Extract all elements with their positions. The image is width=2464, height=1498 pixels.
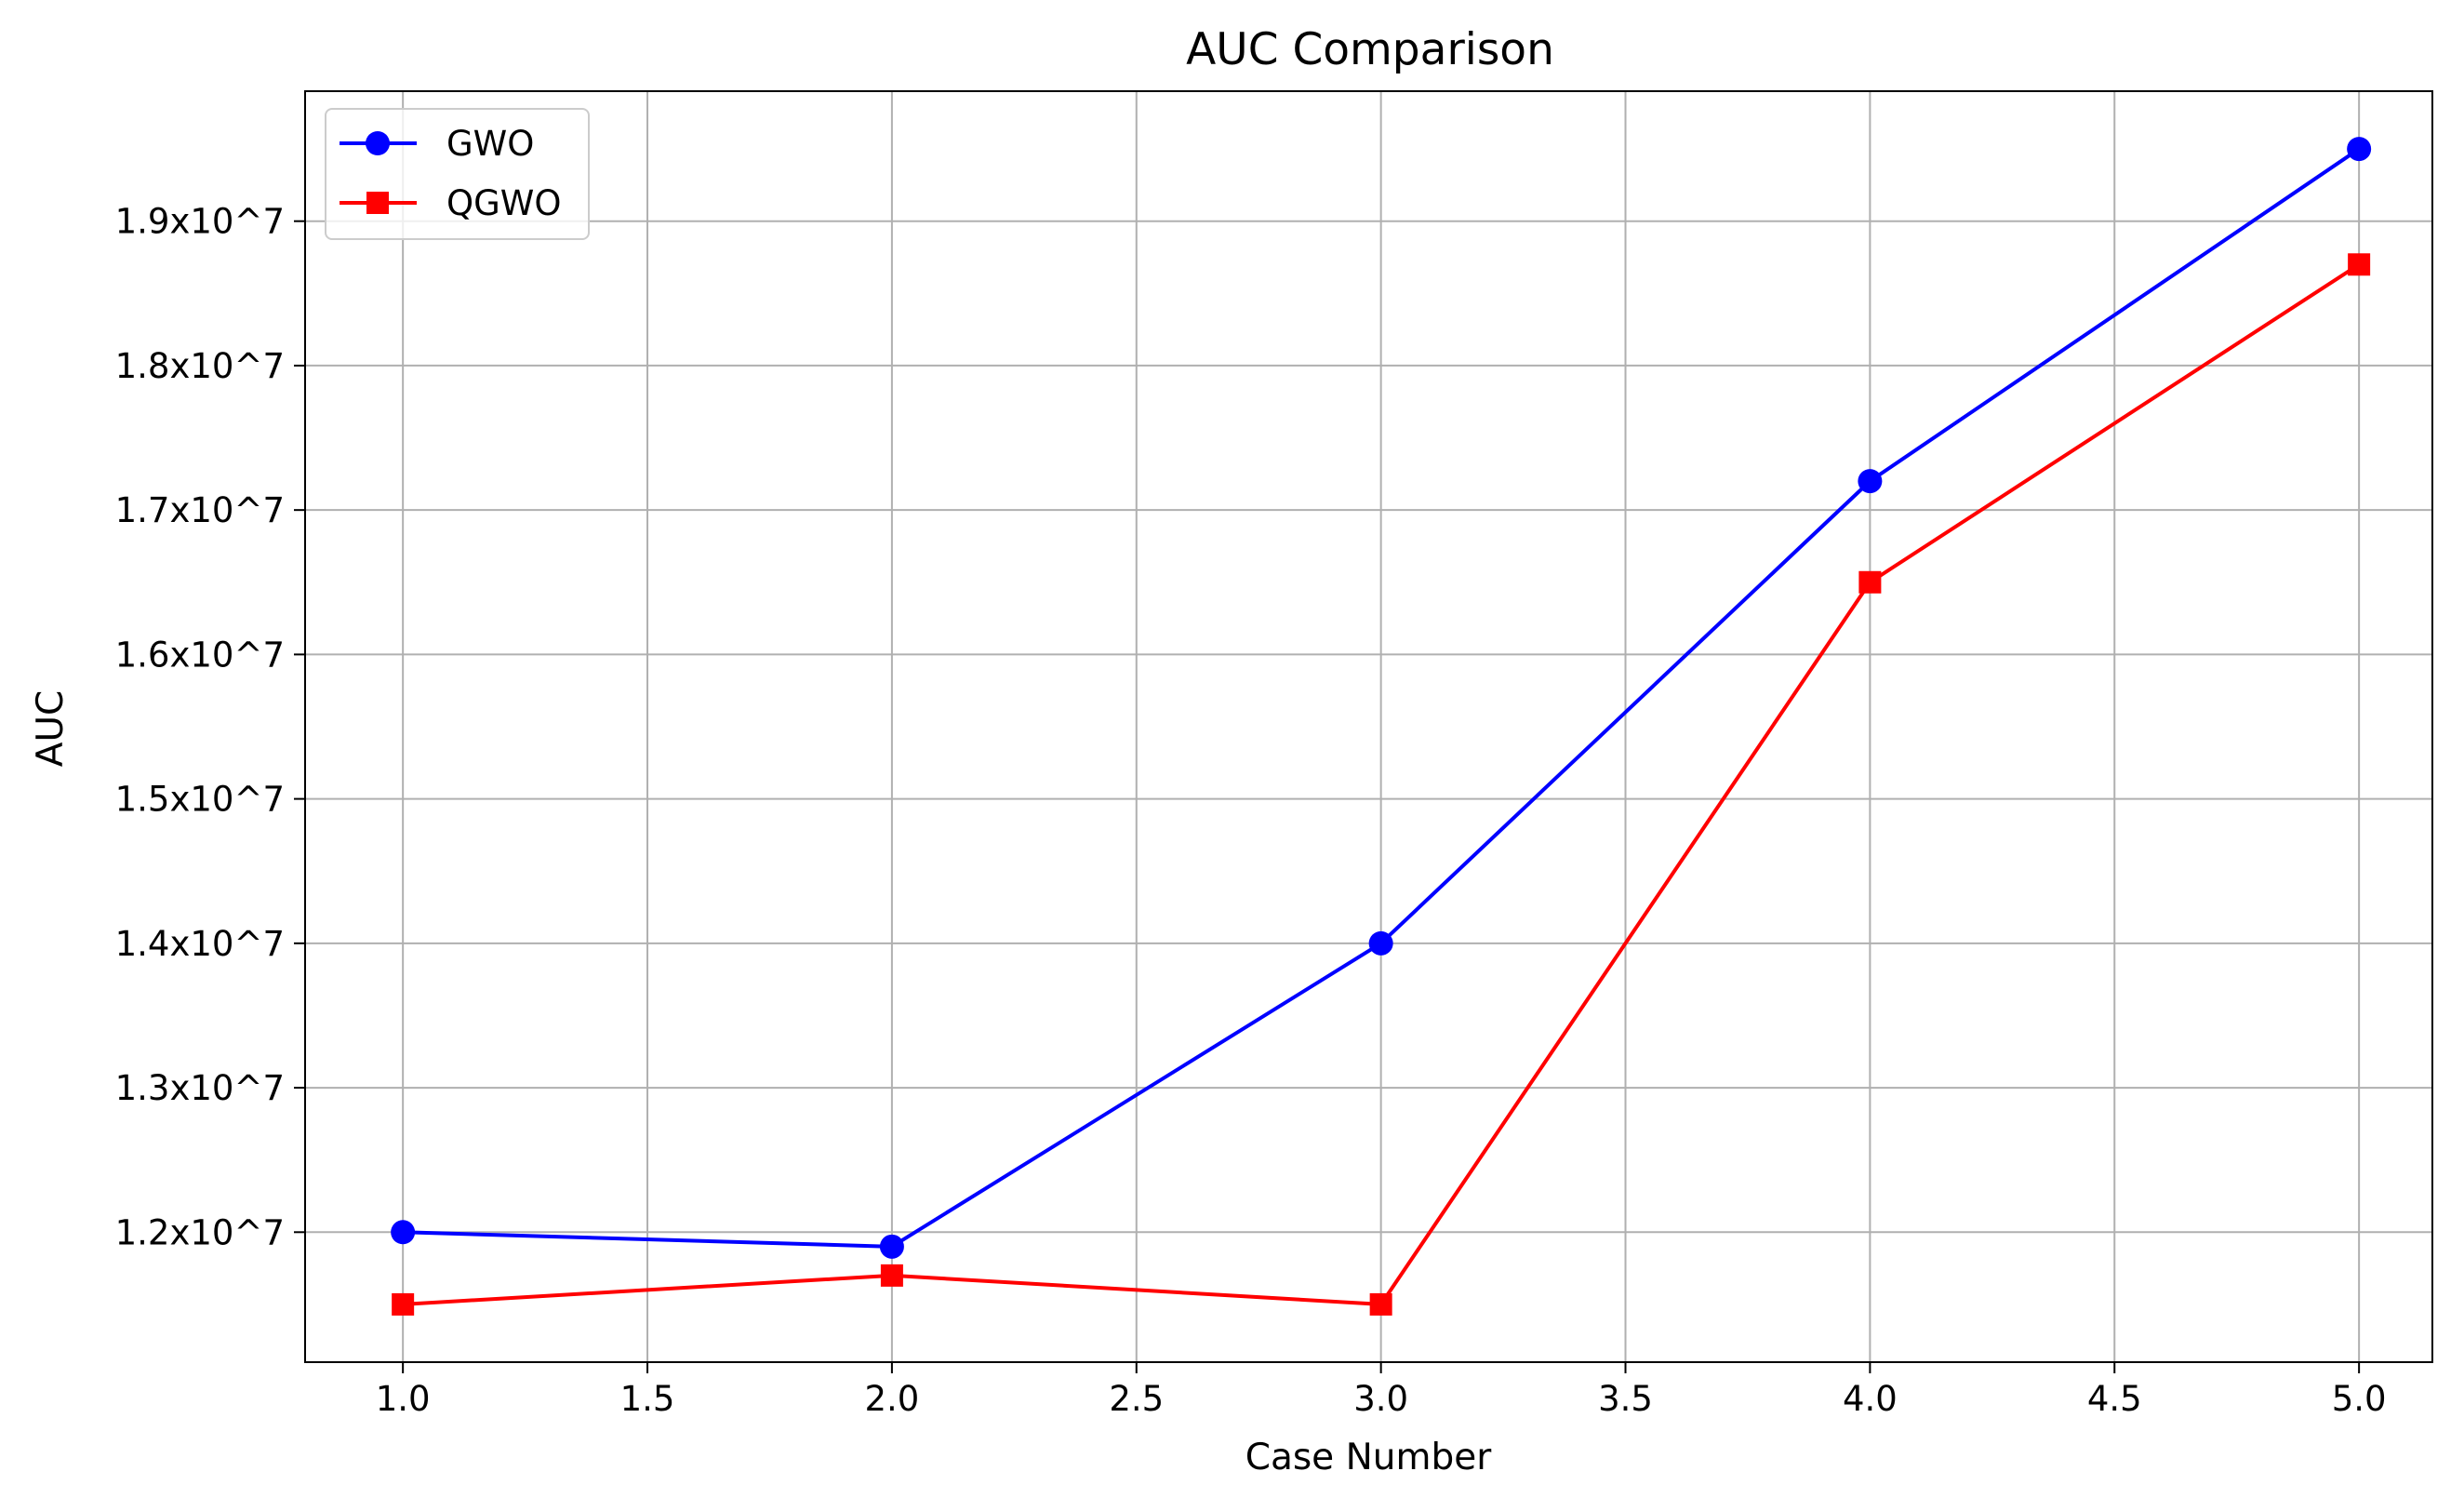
y-tick-label: 1.8x10^7 <box>115 346 285 386</box>
y-tick-label: 1.2x10^7 <box>115 1212 285 1252</box>
legend-label-gwo: GWO <box>446 124 534 164</box>
data-point-gwo <box>879 1234 904 1259</box>
x-tick-label: 1.0 <box>376 1379 431 1419</box>
x-tick-label: 3.5 <box>1598 1379 1653 1419</box>
chart-title: AUC Comparison <box>1186 24 1554 75</box>
y-axis-label: AUC <box>30 690 72 767</box>
data-point-gwo <box>2347 137 2372 162</box>
grid-lines <box>305 91 2432 1362</box>
x-tick-label: 5.0 <box>2332 1379 2387 1419</box>
series-markers <box>391 137 2372 1316</box>
x-axis-label: Case Number <box>1245 1437 1492 1478</box>
x-tick-label: 1.5 <box>620 1379 675 1419</box>
x-tick-label: 4.0 <box>1843 1379 1898 1419</box>
y-tick-label: 1.9x10^7 <box>115 202 285 242</box>
x-tick-label: 2.5 <box>1109 1379 1164 1419</box>
x-tick-label: 2.0 <box>864 1379 919 1419</box>
data-point-qgwo <box>392 1292 415 1316</box>
data-point-qgwo <box>2348 253 2371 276</box>
data-point-gwo <box>1368 930 1393 956</box>
data-point-qgwo <box>880 1264 903 1287</box>
x-tick-label: 4.5 <box>2087 1379 2142 1419</box>
data-point-qgwo <box>1858 570 1882 594</box>
legend-marker-qgwo <box>366 192 389 214</box>
data-point-gwo <box>1858 469 1883 494</box>
y-tick-label: 1.7x10^7 <box>115 490 285 530</box>
x-tick-label: 3.0 <box>1353 1379 1408 1419</box>
data-point-qgwo <box>1369 1292 1392 1316</box>
legend-marker-gwo <box>366 131 390 155</box>
x-axis-ticks: 1.0 1.5 2.0 2.5 3.0 3.5 4.0 4.5 5.0 <box>376 1362 2387 1419</box>
plot-frame <box>304 90 2433 1363</box>
data-point-gwo <box>391 1220 416 1245</box>
y-tick-label: 1.6x10^7 <box>115 635 285 675</box>
y-tick-label: 1.4x10^7 <box>115 924 285 964</box>
y-tick-label: 1.5x10^7 <box>115 780 285 820</box>
y-tick-label: 1.3x10^7 <box>115 1068 285 1108</box>
legend: GWO QGWO <box>325 108 590 240</box>
y-axis-ticks: 1.2x10^7 1.3x10^7 1.4x10^7 1.5x10^7 1.6x10^7… <box>115 202 305 1252</box>
legend-label-qgwo: QGWO <box>446 183 562 223</box>
